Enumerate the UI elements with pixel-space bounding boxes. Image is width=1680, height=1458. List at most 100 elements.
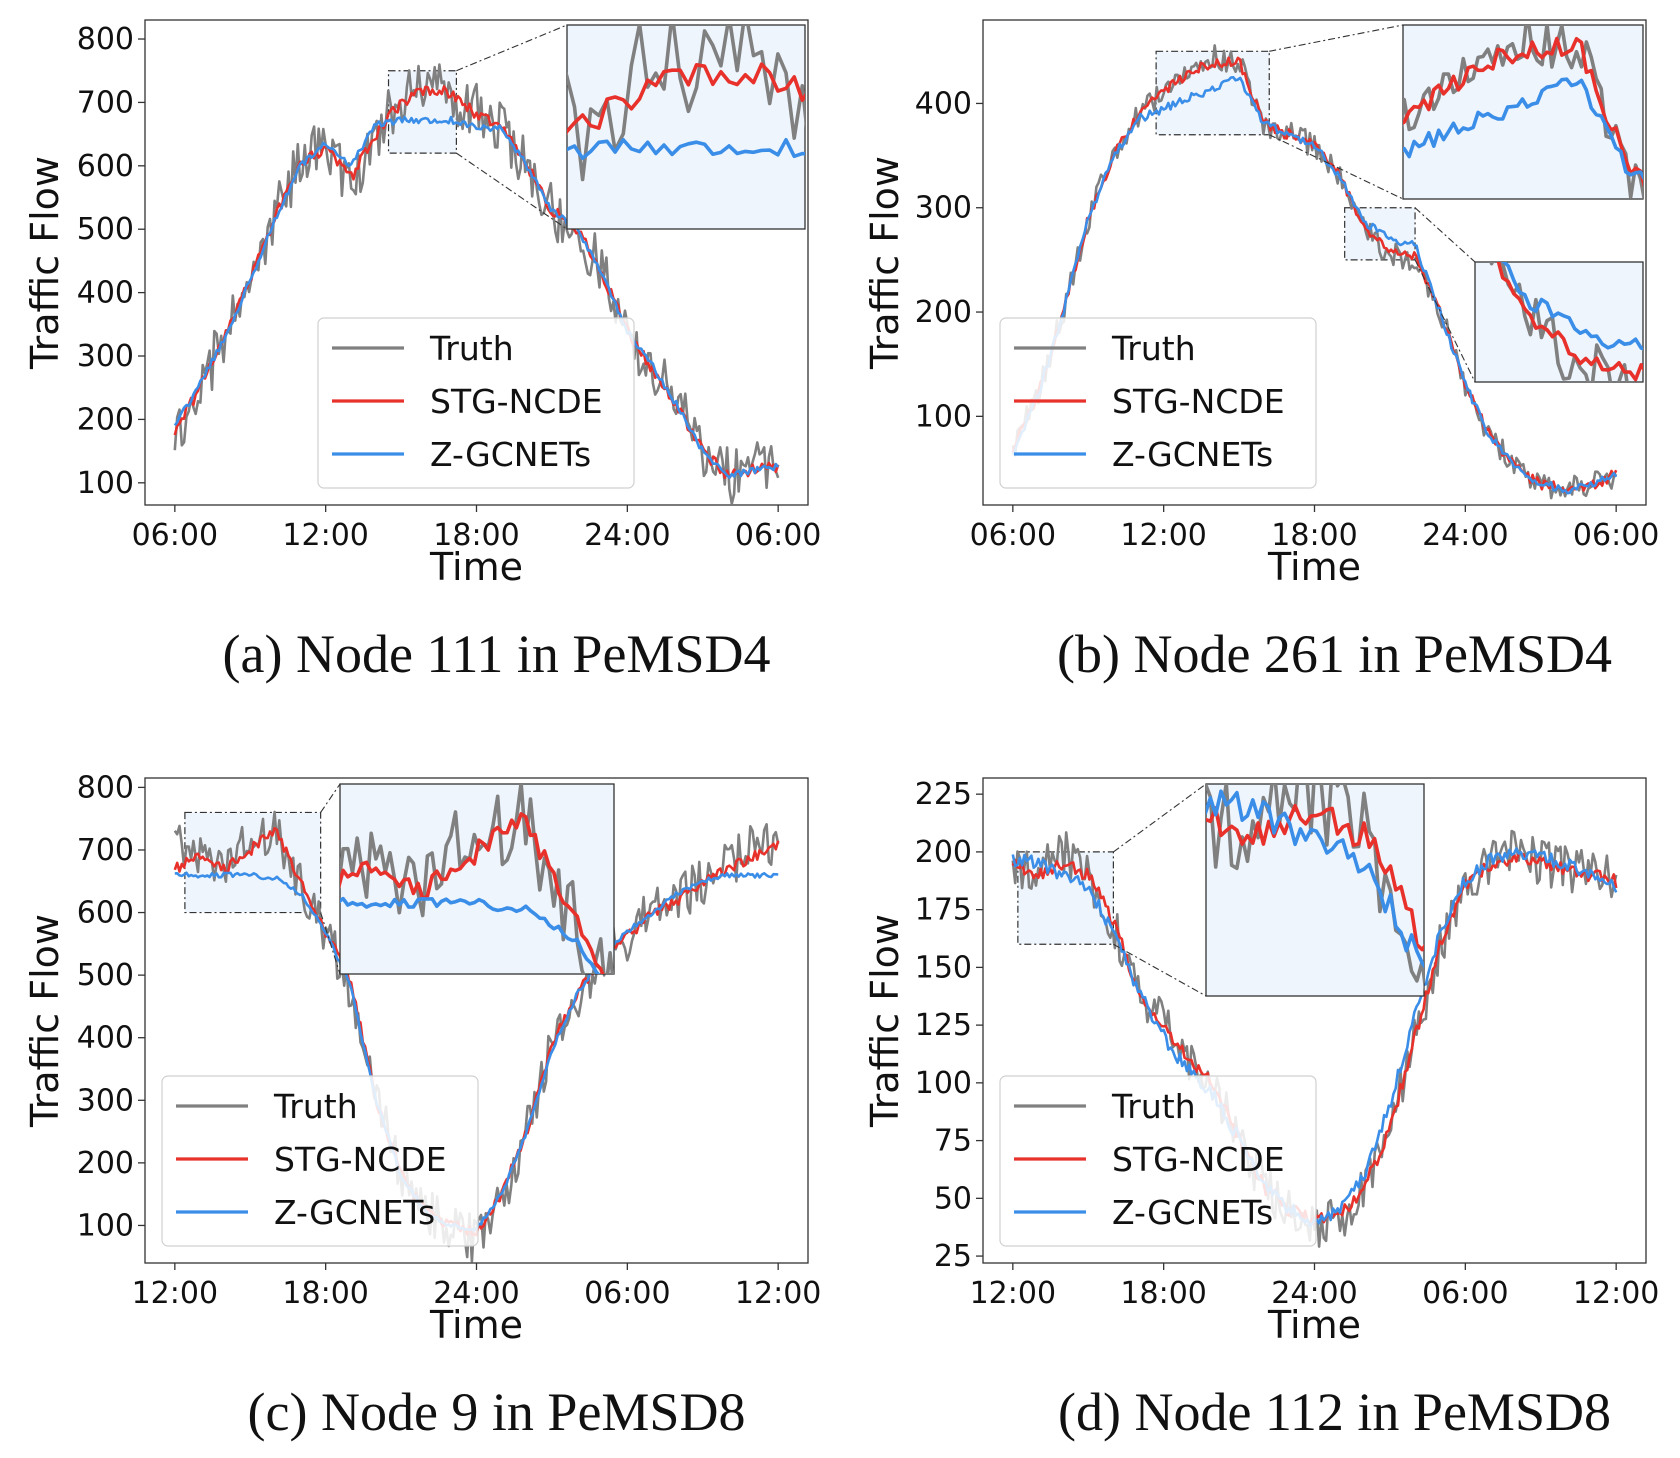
y-tick-label: 175: [915, 893, 972, 928]
inset-series-group: [1206, 784, 1424, 992]
x-tick-label: 06:00: [970, 518, 1056, 553]
x-tick-label: 24:00: [1271, 1276, 1357, 1311]
y-tick-label: 25: [934, 1239, 972, 1274]
x-tick-label: 18:00: [1271, 518, 1357, 553]
zoom-connector: [456, 152, 568, 230]
legend-box: [317, 317, 635, 489]
inset-series-group: [340, 784, 614, 974]
x-tick-label: 06:00: [735, 518, 821, 553]
legend: Truth STG-NCDE Z-GCNETs: [161, 1075, 479, 1247]
y-tick-label: 100: [915, 1066, 972, 1101]
inset-series-line-truth: [340, 784, 614, 974]
y-tick-label: 600: [77, 896, 134, 931]
inset-series-line-stg: [1496, 262, 1643, 382]
zoom-inset: [339, 783, 615, 975]
legend-label-truth: Truth: [1111, 329, 1196, 368]
y-tick-label: 225: [915, 777, 972, 812]
inset-series-line-zg: [567, 138, 805, 160]
x-axis-title: Time: [1267, 545, 1361, 589]
panel-caption: (d) Node 112 in PeMSD8: [1058, 1382, 1611, 1442]
x-tick-label: 12:00: [132, 1276, 218, 1311]
inset-series-line-zg: [1403, 77, 1643, 181]
y-tick-label: 300: [77, 339, 134, 374]
chart-panel-1: 100 200 300 400 500 600 700 800 06:00 12:00 18:00 2…: [23, 19, 821, 684]
x-tick-label: 18:00: [282, 1276, 368, 1311]
y-tick-label: 200: [77, 1146, 134, 1181]
x-axis-title: Time: [429, 1303, 523, 1347]
y-tick-label: 400: [915, 86, 972, 121]
x-tick-label: 12:00: [1120, 518, 1206, 553]
chart-panel-2: 100 200 300 400 06:00 12:00 18:00 24:00 06:00 Tim…: [863, 19, 1659, 684]
legend-label-zg: Z-GCNETs: [1112, 1193, 1273, 1232]
panel-caption: (b) Node 261 in PeMSD4: [1057, 624, 1612, 684]
y-tick-label: 600: [77, 149, 134, 184]
y-tick-label: 400: [77, 276, 134, 311]
x-tick-label: 12:00: [970, 1276, 1056, 1311]
inset-series-line-stg: [1403, 36, 1643, 188]
y-axis-title: Traffic Flow: [863, 914, 907, 1128]
inset-series-line-truth: [567, 25, 805, 182]
chart-panel-4: 25 50 75 100 125 150 175 200 225 12:00 18:00 24:00 0…: [863, 777, 1659, 1442]
x-tick-label: 12:00: [282, 518, 368, 553]
legend: Truth STG-NCDE Z-GCNETs: [999, 317, 1317, 489]
legend-box: [999, 317, 1317, 489]
y-tick-label: 300: [77, 1083, 134, 1118]
y-tick-label: 300: [915, 191, 972, 226]
inset-series-line-zg: [1206, 789, 1424, 969]
legend-label-stg: STG-NCDE: [274, 1140, 447, 1179]
x-tick-label: 24:00: [1422, 518, 1508, 553]
y-tick-label: 200: [915, 835, 972, 870]
series-line-zg: [1011, 76, 1618, 495]
inset-series-group: [1489, 262, 1643, 382]
inset-series-line-truth: [1206, 784, 1424, 992]
zoom-connector: [1113, 943, 1207, 997]
x-tick-label: 18:00: [433, 518, 519, 553]
inset-series-group: [1403, 25, 1643, 199]
zoom-connector: [1113, 783, 1207, 853]
inset-series-line-truth: [1489, 262, 1629, 382]
y-tick-label: 50: [934, 1181, 972, 1216]
inset-series-line-stg: [1206, 803, 1424, 952]
zoom-connector: [1414, 207, 1476, 263]
x-tick-label: 06:00: [1422, 1276, 1508, 1311]
inset-series-line-zg: [340, 896, 601, 974]
y-axis-title: Traffic Flow: [23, 914, 67, 1128]
inset-series-group: [567, 25, 805, 182]
y-tick-label: 125: [915, 1008, 972, 1043]
zoom-connector: [1269, 134, 1404, 200]
y-tick-label: 700: [77, 833, 134, 868]
inset-series-line-stg: [340, 812, 605, 974]
y-tick-label: 100: [77, 466, 134, 501]
series-group: [1011, 44, 1618, 500]
y-tick-label: 75: [934, 1124, 972, 1159]
y-tick-label: 200: [915, 295, 972, 330]
y-axis-title: Traffic Flow: [23, 156, 67, 370]
x-tick-label: 12:00: [735, 1276, 821, 1311]
legend-label-zg: Z-GCNETs: [430, 435, 591, 474]
inset-series-line-stg: [567, 62, 805, 136]
x-tick-label: 06:00: [1573, 518, 1659, 553]
y-tick-label: 800: [77, 22, 134, 57]
y-tick-label: 700: [77, 85, 134, 120]
x-tick-label: 24:00: [584, 518, 670, 553]
inset-series-line-zg: [1501, 262, 1643, 351]
legend: Truth STG-NCDE Z-GCNETs: [317, 317, 635, 489]
legend-label-zg: Z-GCNETs: [274, 1193, 435, 1232]
legend-label-stg: STG-NCDE: [1112, 1140, 1285, 1179]
legend-label-zg: Z-GCNETs: [1112, 435, 1273, 474]
legend-label-truth: Truth: [429, 329, 514, 368]
panel-caption: (c) Node 9 in PeMSD8: [248, 1382, 746, 1442]
zoom-region: [184, 811, 322, 914]
chart-panel-3: 100 200 300 400 500 600 700 800 12:00 18:00 24:00 0…: [23, 770, 821, 1442]
y-axis-title: Traffic Flow: [863, 156, 907, 370]
x-tick-label: 12:00: [1573, 1276, 1659, 1311]
legend-label-truth: Truth: [273, 1087, 358, 1126]
series-line-zg: [173, 115, 780, 479]
legend-box: [161, 1075, 479, 1247]
y-tick-label: 100: [915, 399, 972, 434]
y-tick-label: 200: [77, 402, 134, 437]
zoom-connector: [320, 783, 341, 813]
panel-caption: (a) Node 111 in PeMSD4: [223, 624, 771, 684]
legend-label-stg: STG-NCDE: [430, 382, 603, 421]
x-tick-label: 18:00: [1120, 1276, 1206, 1311]
